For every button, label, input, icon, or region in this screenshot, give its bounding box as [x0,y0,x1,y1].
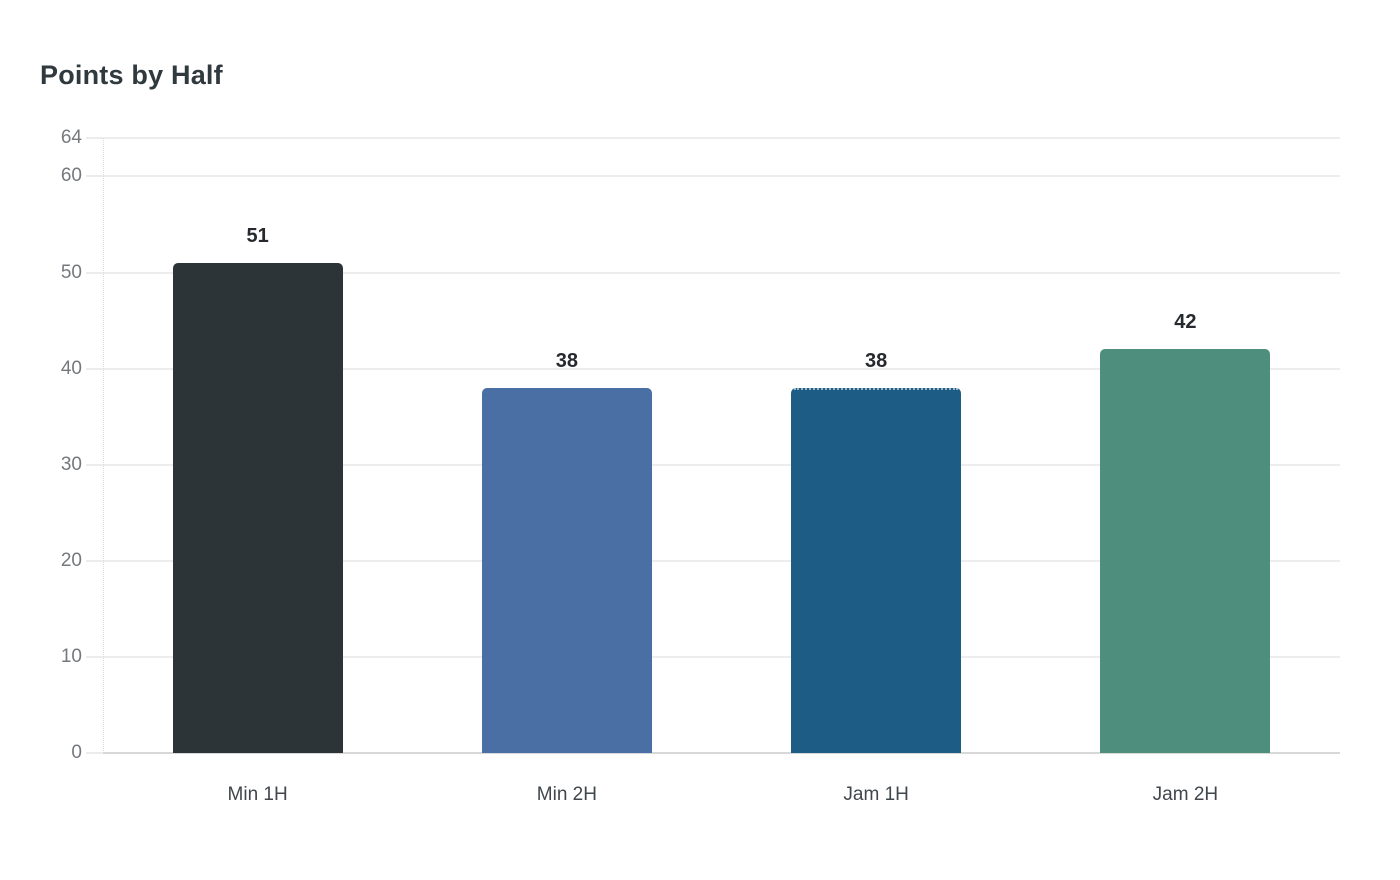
y-tick-label: 30 [60,453,82,475]
bar-value-label: 38 [865,349,888,372]
x-category-label: Jam 1H [843,784,909,805]
gridline [103,137,1340,139]
gridline [103,367,1340,370]
gridline [103,271,1340,274]
x-category-label: Jam 2H [1152,784,1219,805]
y-axis-tick [86,137,103,139]
x-category-label: Min 1H [227,784,288,805]
gridline [103,175,1340,178]
gridline [103,463,1340,466]
bar-value-label: 42 [1174,311,1197,334]
chart-title: Points by Half [40,60,223,90]
y-axis-line [103,138,104,753]
y-axis-tick [86,559,103,562]
bar-jam-2h [1100,349,1271,753]
bar-jam-1h [791,387,962,753]
y-tick-label: 50 [60,261,82,283]
y-axis-tick [86,463,103,466]
y-tick-label: 64 [60,127,82,148]
y-axis-tick [86,271,103,274]
x-category-label: Min 2H [536,784,597,805]
y-axis-tick [86,367,103,370]
y-tick-label: 20 [60,549,82,571]
bar-min-1h [172,262,343,753]
y-axis-tick [86,175,103,178]
y-tick-label: 0 [71,742,82,763]
gridline [103,655,1340,658]
gridline [103,559,1340,562]
y-tick-label: 60 [60,165,82,187]
y-axis-tick [86,655,103,658]
y-tick-label: 10 [60,645,82,667]
bar-value-label: 51 [246,224,269,247]
y-tick-label: 40 [60,357,82,379]
x-axis-baseline [103,752,1340,754]
y-axis-tick [86,752,103,754]
bar-min-2h [481,387,652,753]
bar-top-dotted-marker [794,387,959,390]
bar-value-label: 38 [555,349,578,372]
